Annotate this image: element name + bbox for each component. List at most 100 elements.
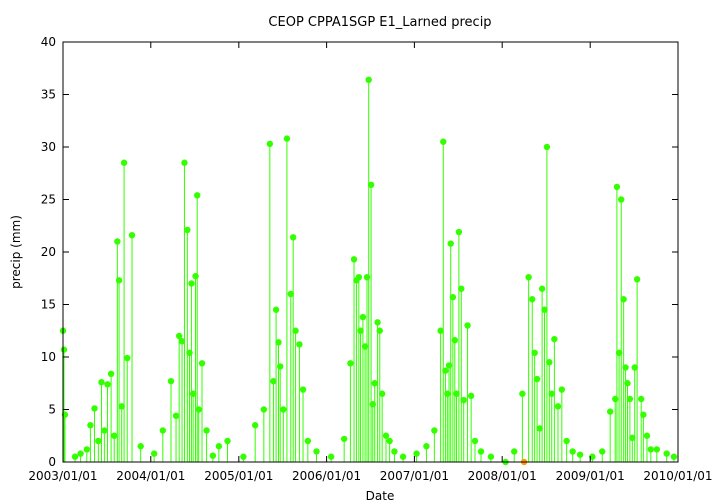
data-point (620, 296, 627, 303)
data-point (458, 285, 465, 292)
data-point (87, 422, 94, 429)
data-point (275, 339, 282, 346)
data-point (487, 453, 495, 460)
x-tick-label: 2009/01/01 (556, 469, 625, 483)
data-point (613, 183, 621, 191)
data-point (289, 234, 297, 241)
data-point (224, 437, 231, 445)
y-axis: 0 5 10 15 20 25 30 35 40 (41, 35, 678, 469)
data-point (272, 306, 280, 313)
data-point (203, 427, 210, 434)
data-point (128, 232, 136, 239)
data-point (444, 390, 451, 397)
data-point (304, 437, 312, 445)
data-point (626, 395, 634, 403)
data-point (376, 327, 383, 334)
data-point (531, 349, 538, 356)
data-point (83, 446, 91, 453)
x-axis-label: Date (366, 489, 395, 503)
data-point (120, 159, 128, 166)
data-point (629, 434, 636, 442)
data-point (511, 448, 518, 455)
data-point (240, 453, 247, 460)
data-point (371, 380, 378, 387)
data-point (175, 332, 183, 340)
x-tick-label: 2010/01/01 (643, 469, 712, 483)
data-point (91, 405, 98, 412)
data-point (453, 390, 460, 397)
data-point (251, 422, 259, 429)
x-tick-label: 2005/01/01 (204, 469, 273, 483)
data-point (172, 412, 180, 419)
data-point (382, 432, 390, 439)
data-point (347, 360, 354, 367)
data-point (71, 453, 79, 460)
data-point (296, 341, 303, 348)
data-point (181, 159, 188, 166)
data-point (188, 280, 195, 287)
data-point (536, 425, 543, 432)
data-point (546, 359, 553, 366)
data-point (101, 427, 108, 434)
data-point (519, 390, 526, 397)
data-point (189, 390, 197, 397)
data-point (355, 274, 363, 281)
y-tick-label: 30 (41, 140, 56, 154)
data-point (391, 448, 398, 455)
data-point (150, 450, 158, 457)
data-point (104, 381, 111, 388)
y-tick-label: 10 (41, 350, 56, 364)
data-point (359, 313, 367, 321)
data-point (633, 276, 641, 283)
data-point (525, 274, 532, 281)
plot-frame (62, 41, 679, 463)
data-point (445, 362, 453, 369)
data-point (437, 327, 444, 334)
y-tick-label: 25 (41, 193, 56, 207)
data-point (276, 363, 284, 370)
data-point (367, 181, 375, 188)
data-point (451, 337, 459, 344)
data-point (464, 322, 471, 329)
x-tick-label: 2003/01/01 (28, 469, 97, 483)
series-1 (59, 76, 678, 466)
data-point (124, 354, 131, 362)
data-point (538, 285, 546, 292)
data-point (114, 238, 121, 245)
data-point (283, 135, 291, 142)
data-point (670, 453, 678, 460)
data-point (287, 290, 294, 298)
data-point (357, 327, 364, 334)
data-point (374, 319, 381, 326)
data-point (449, 293, 457, 301)
data-point (178, 338, 186, 345)
data-point (423, 443, 430, 450)
data-point (554, 403, 562, 410)
data-point (548, 390, 555, 397)
x-tick-label: 2006/01/01 (292, 469, 361, 483)
data-point (215, 443, 223, 450)
data-point (624, 380, 631, 387)
data-point (270, 377, 277, 385)
data-point (260, 406, 268, 413)
data-point (606, 408, 614, 415)
data-point (615, 349, 623, 356)
data-point (543, 143, 551, 151)
data-point (340, 435, 348, 443)
data-point (622, 364, 629, 371)
data-point (363, 274, 371, 281)
data-point (460, 396, 467, 404)
y-tick-label: 5 (48, 403, 56, 417)
x-tick-label: 2007/01/01 (380, 469, 449, 483)
data-point (195, 406, 202, 413)
data-point (98, 379, 105, 386)
data-point (612, 395, 619, 403)
data-point (589, 453, 596, 460)
data-point (159, 427, 167, 434)
y-tick-label: 40 (41, 35, 56, 49)
data-point (471, 437, 479, 445)
x-tick-label: 2004/01/01 (116, 469, 185, 483)
data-point (280, 406, 287, 413)
data-point (266, 140, 274, 148)
data-point (563, 437, 570, 445)
